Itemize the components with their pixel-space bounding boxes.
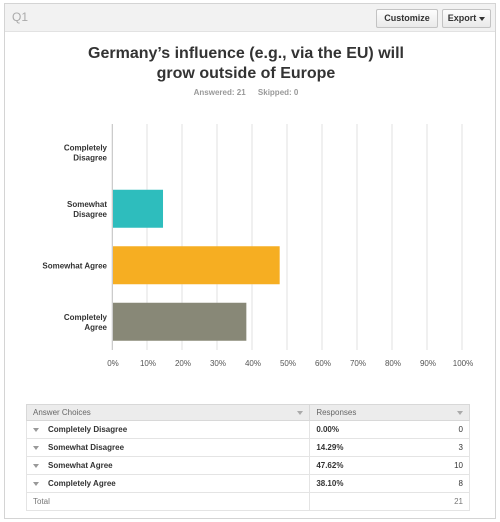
bar-completely-agree	[113, 302, 247, 341]
expand-arrow-icon[interactable]	[33, 463, 39, 468]
category-label: Completely Disagree	[64, 143, 108, 162]
question-number: Q1	[12, 10, 29, 24]
x-tick-label: 50%	[280, 359, 296, 368]
total-value: 21	[454, 497, 463, 506]
expand-arrow-icon[interactable]	[33, 445, 39, 450]
skipped-count: Skipped: 0	[257, 88, 299, 97]
bar-somewhat-disagree	[113, 189, 164, 228]
category-label: Completely Agree	[64, 313, 108, 332]
category-label: Somewhat Disagree	[67, 200, 108, 219]
x-tick-label: 80%	[385, 359, 401, 368]
chart-title-line-2: grow outside of Europe	[156, 65, 336, 82]
answer-choices-header[interactable]: Answer Choices	[25, 404, 311, 421]
responses-header[interactable]: Responses	[309, 404, 470, 421]
chevron-down-icon	[479, 16, 486, 21]
bar-somewhat-agree	[113, 246, 280, 285]
category-label: Somewhat Agree	[42, 261, 107, 270]
total-label: Total	[25, 492, 311, 511]
table-row[interactable]: Somewhat Disagree 14.29% 3	[25, 438, 470, 457]
x-tick-label: 70%	[350, 359, 366, 368]
customize-button[interactable]: Customize	[376, 9, 438, 28]
x-tick-label: 30%	[210, 359, 226, 368]
export-button[interactable]: Export	[442, 9, 491, 28]
question-toolbar: Q1 Customize Export	[5, 4, 495, 32]
table-row[interactable]: Somewhat Agree 47.62% 10	[25, 456, 470, 475]
x-tick-label: 10%	[140, 359, 156, 368]
x-tick-label: 90%	[420, 359, 436, 368]
table-row[interactable]: Completely Disagree 0.00% 0	[25, 420, 470, 439]
sort-arrow-icon	[297, 411, 304, 415]
expand-arrow-icon[interactable]	[33, 481, 39, 486]
x-tick-label: 60%	[315, 359, 331, 368]
x-tick-label: 20%	[175, 359, 191, 368]
x-tick-label: 40%	[245, 359, 261, 368]
answered-count: Answered: 21	[193, 88, 246, 97]
customize-button-label: Customize	[384, 13, 430, 23]
bar-chart: 0% 10% 20% 30% 40% 50% 60% 70% 80% 90% 100% Complet…	[42, 124, 473, 368]
total-row: Total 21	[25, 492, 470, 511]
response-stats: Answered: 21 Skipped: 0	[0, 88, 492, 97]
export-button-label: Export	[447, 13, 477, 23]
table-row[interactable]: Completely Agree 38.10% 8	[25, 474, 470, 493]
x-tick-label: 0%	[107, 359, 119, 368]
sort-arrow-icon	[457, 411, 463, 415]
chart-title: Germany’s influence (e.g., via the EU) w…	[0, 44, 492, 84]
x-tick-label: 100%	[453, 359, 473, 368]
expand-arrow-icon[interactable]	[33, 427, 39, 432]
chart-title-line-1: Germany’s influence (e.g., via the EU) w…	[88, 45, 404, 62]
responses-table: Answer Choices Responses Completely Disa…	[25, 404, 470, 511]
